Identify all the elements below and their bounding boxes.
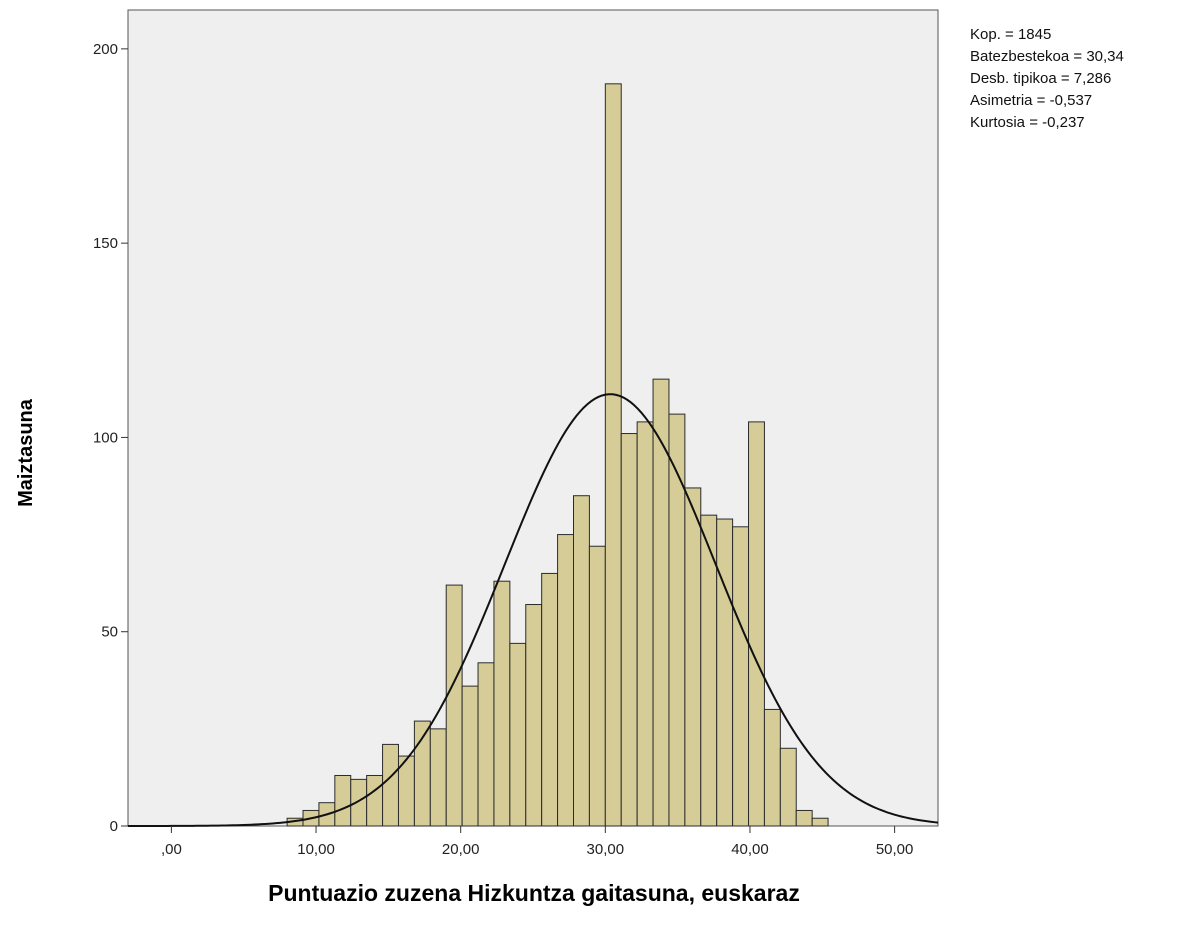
histogram-bar-33 [811,817,829,827]
histogram-bar-25 [684,487,702,827]
histogram-bar-31 [779,747,797,827]
histogram-bar-11 [461,685,479,827]
x-tick-label-4: 40,00 [731,841,769,858]
histogram-bar-19 [588,545,606,827]
statistics-box: Kop. = 1845 Batezbestekoa = 30,34 Desb. … [970,24,1124,134]
histogram-bar-27 [716,518,734,827]
histogram-bar-6 [382,743,399,827]
histogram-bar-32 [795,809,813,827]
histogram-bar-17 [557,534,575,827]
y-tick-label-2: 100 [93,429,118,446]
histogram-bar-5 [366,774,384,827]
histogram-bar-21 [620,433,638,827]
histogram-bar-12 [477,662,495,827]
histogram-bar-13 [493,580,511,827]
histogram-bar-18 [573,495,590,827]
y-tick-label-4: 200 [93,41,118,58]
x-axis-title: Puntuazio zuzena Hizkuntza gaitasuna, eu… [268,880,800,906]
histogram-bar-10 [445,584,463,827]
histogram-bar-15 [525,604,543,827]
histogram-bar-4 [350,778,368,827]
x-tick-label-2: 20,00 [442,841,480,858]
histogram-bar-16 [541,572,559,827]
histogram-bar-30 [763,708,781,827]
y-tick-label-1: 50 [101,624,118,641]
histogram-bar-14 [509,642,527,827]
histogram-bar-24 [668,413,686,827]
histogram-bar-22 [636,421,654,827]
stat-count: Kop. = 1845 [970,26,1052,43]
histogram-bar-3 [334,774,352,827]
stat-skewness: Asimetria = -0,537 [970,92,1093,109]
normal-curve [128,393,939,827]
stat-kurtosis: Kurtosia = -0,237 [970,114,1085,131]
x-axis: ,00 10,00 20,00 30,00 40,00 50,00 [161,826,913,858]
y-axis-title: Maiztasuna [15,398,37,507]
histogram-bar-20 [604,83,622,827]
histogram-bar-23 [652,378,670,827]
x-tick-label-5: 50,00 [876,841,914,858]
histogram-bar-9 [429,728,447,827]
y-axis: 0 50 100 150 200 [93,41,128,835]
y-tick-label-0: 0 [110,818,118,835]
x-tick-label-1: 10,00 [297,841,335,858]
y-tick-label-3: 150 [93,235,118,252]
x-tick-label-0: ,00 [161,841,182,858]
histogram-bar-28 [732,526,750,827]
stat-mean: Batezbestekoa = 30,34 [970,48,1124,65]
stat-std-dev: Desb. tipikoa = 7,286 [970,70,1112,87]
histogram-bar-29 [748,421,765,827]
x-tick-label-3: 30,00 [587,841,625,858]
